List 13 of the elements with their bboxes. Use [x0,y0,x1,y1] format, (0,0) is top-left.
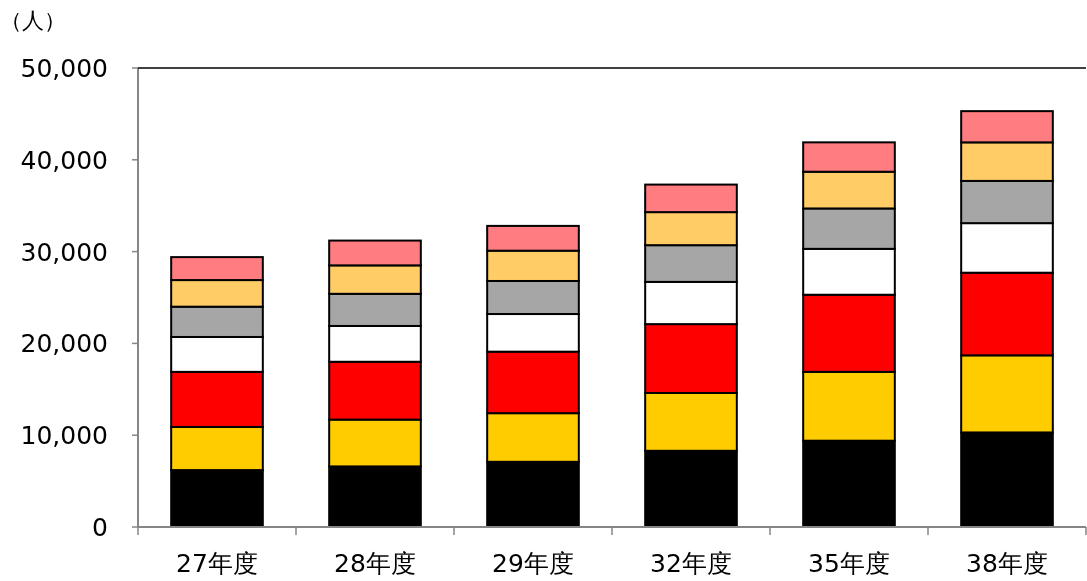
y-tick-label: 20,000 [20,329,108,359]
x-tick-label: 32年度 [650,549,732,578]
x-tick-label: 28年度 [334,549,416,578]
y-tick-label: 0 [92,513,108,542]
x-tick-label: 29年度 [492,549,574,578]
x-tick-label: 38年度 [966,549,1048,578]
x-tick-label: 27年度 [176,549,258,578]
y-axis-title: （人） [0,8,66,33]
y-tick-label: 10,000 [20,421,108,451]
y-tick-label: 30,000 [20,237,108,267]
x-tick-label: 35年度 [808,549,890,578]
y-tick-label: 50,000 [20,54,108,83]
y-tick-label: 40,000 [20,145,108,175]
